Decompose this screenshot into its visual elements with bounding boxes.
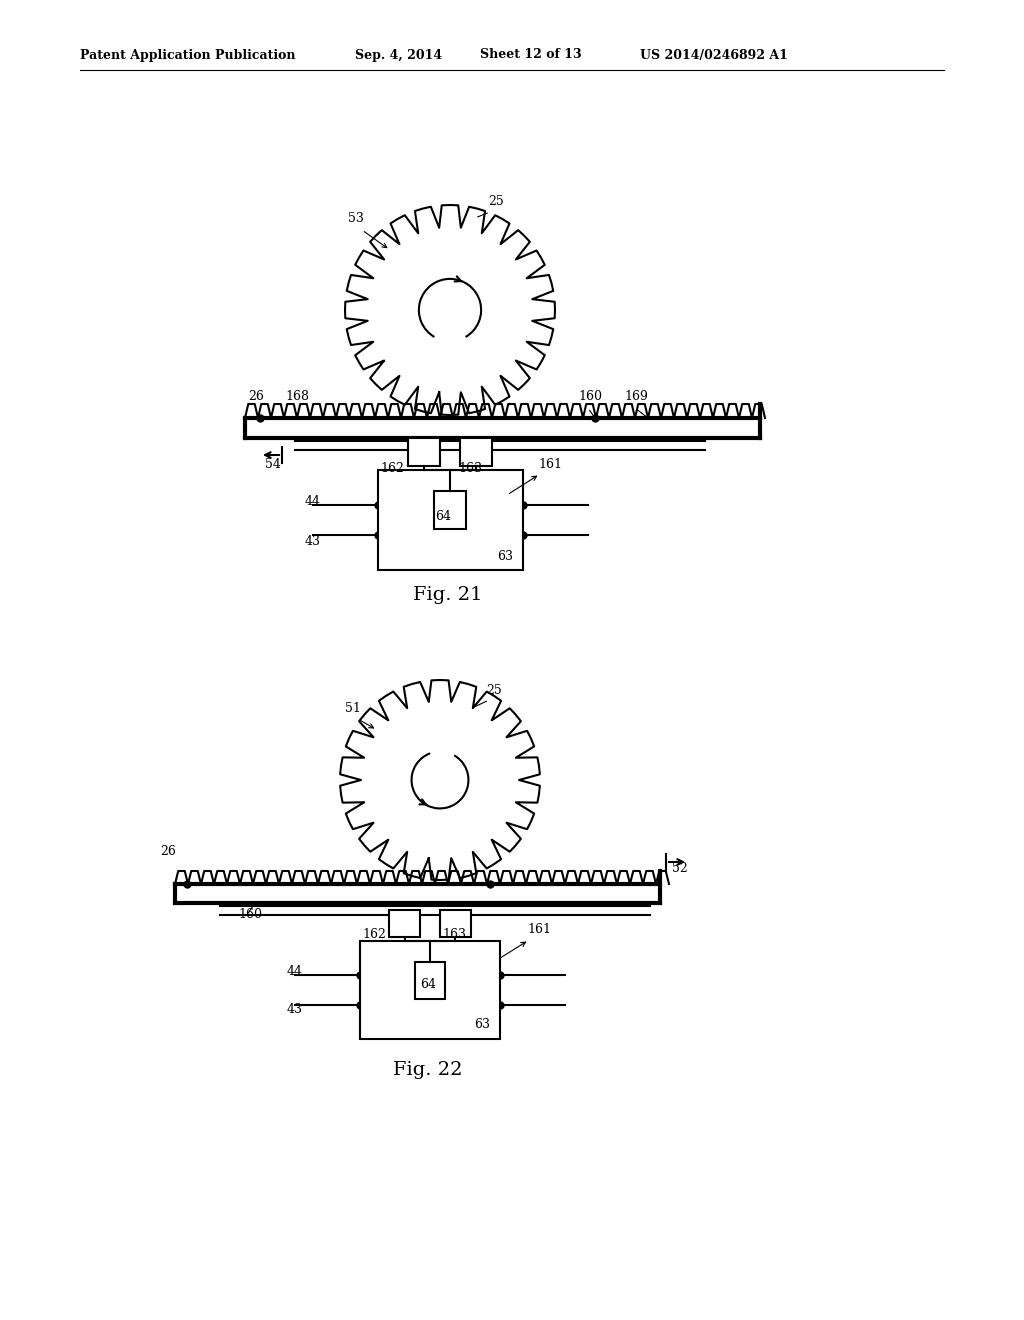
Text: 44: 44	[305, 495, 321, 508]
Text: 26: 26	[248, 389, 264, 403]
Text: 63: 63	[497, 550, 513, 564]
Bar	[360, 941, 500, 1039]
Bar	[408, 438, 440, 466]
Text: 44: 44	[287, 965, 303, 978]
Text: 64: 64	[435, 510, 451, 523]
Bar	[378, 470, 522, 570]
Text: Sep. 4, 2014: Sep. 4, 2014	[355, 49, 442, 62]
Text: 25: 25	[486, 684, 502, 697]
Text: 160: 160	[238, 908, 262, 921]
Text: 25: 25	[488, 195, 504, 209]
Bar	[415, 961, 445, 999]
Text: 26: 26	[160, 845, 176, 858]
Text: US 2014/0246892 A1: US 2014/0246892 A1	[640, 49, 787, 62]
Text: 43: 43	[287, 1003, 303, 1016]
Text: 163: 163	[442, 928, 466, 941]
Text: 161: 161	[538, 458, 562, 471]
Bar	[389, 909, 420, 937]
Text: 162: 162	[380, 462, 403, 475]
Bar	[439, 909, 471, 937]
Text: 52: 52	[672, 862, 688, 875]
Text: 63: 63	[474, 1018, 490, 1031]
Text: Patent Application Publication: Patent Application Publication	[80, 49, 296, 62]
Text: 51: 51	[345, 702, 360, 715]
Bar	[434, 491, 466, 529]
Bar	[460, 438, 493, 466]
Text: Fig. 21: Fig. 21	[413, 586, 482, 605]
Text: 163: 163	[458, 462, 482, 475]
Text: Sheet 12 of 13: Sheet 12 of 13	[480, 49, 582, 62]
Text: 64: 64	[420, 978, 436, 991]
Text: 162: 162	[362, 928, 386, 941]
Text: 43: 43	[305, 535, 321, 548]
Text: Fig. 22: Fig. 22	[393, 1061, 463, 1078]
Text: 168: 168	[285, 389, 309, 403]
Text: 54: 54	[265, 458, 281, 471]
Text: 53: 53	[348, 213, 364, 224]
Text: 161: 161	[527, 923, 551, 936]
Text: 169: 169	[624, 389, 648, 403]
Text: 160: 160	[578, 389, 602, 403]
